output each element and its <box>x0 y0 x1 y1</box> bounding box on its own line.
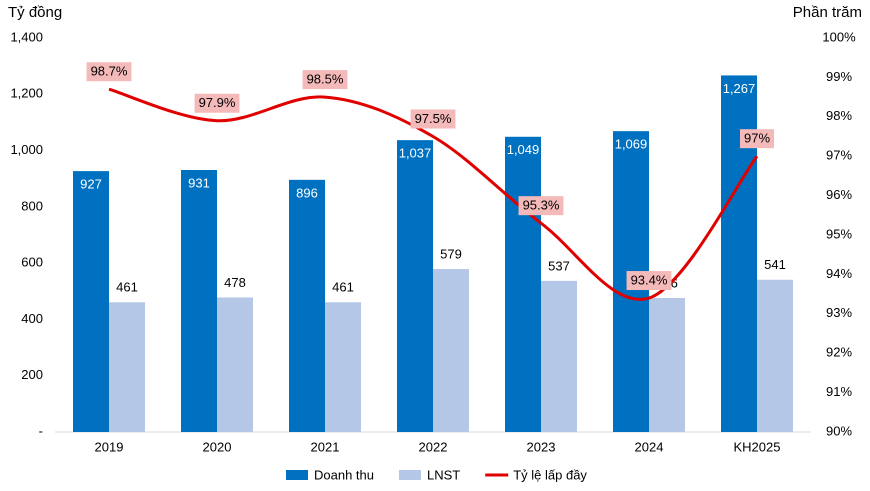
y-tick-label: 1,400 <box>10 29 43 44</box>
y2-tick-label: 99% <box>826 69 852 84</box>
data-label: 97.9% <box>199 95 236 110</box>
bar <box>181 169 217 433</box>
data-label: 97.5% <box>415 111 452 126</box>
data-label-box <box>739 129 775 149</box>
data-label-box <box>410 109 456 129</box>
x-tick-label: 2020 <box>203 439 232 454</box>
x-tick-label: KH2025 <box>734 439 781 454</box>
data-label-box <box>86 62 132 82</box>
data-label: 931 <box>188 175 210 190</box>
data-label: 1,069 <box>615 137 648 152</box>
bar <box>721 75 757 433</box>
y-tick-label: 1,200 <box>10 86 43 101</box>
bar <box>109 302 145 432</box>
legend-label: LNST <box>427 467 460 482</box>
data-label: 1,037 <box>399 146 432 161</box>
y-tick-label: 600 <box>21 255 43 270</box>
data-label: 97% <box>744 131 770 146</box>
bar <box>433 269 469 432</box>
data-label: 537 <box>548 258 570 273</box>
data-label: 461 <box>332 280 354 295</box>
y-tick-label: 800 <box>21 198 43 213</box>
data-label: 927 <box>80 177 102 192</box>
bar <box>73 171 109 432</box>
legend-swatch <box>286 470 308 480</box>
y2-axis-title: Phần trăm <box>793 4 862 21</box>
data-label: 93.4% <box>631 272 668 287</box>
data-label: 896 <box>296 185 318 200</box>
data-label: 98.7% <box>91 64 128 79</box>
x-tick-label: 2019 <box>95 439 124 454</box>
data-label: 98.5% <box>307 72 344 87</box>
legend-swatch <box>399 470 421 480</box>
y2-tick-label: 91% <box>826 384 852 399</box>
bar <box>505 136 541 432</box>
y2-tick-label: 100% <box>822 29 856 44</box>
y2-tick-label: 97% <box>826 148 852 163</box>
data-label: 579 <box>440 246 462 261</box>
bar <box>325 302 361 432</box>
y2-tick-label: 95% <box>826 226 852 241</box>
y-tick-label: 200 <box>21 367 43 382</box>
y-tick-label: 1,000 <box>10 142 43 157</box>
data-label: 541 <box>764 257 786 272</box>
x-tick-label: 2022 <box>419 439 448 454</box>
y2-tick-label: 94% <box>826 266 852 281</box>
data-label-box <box>302 70 348 90</box>
data-label: 95.3% <box>523 198 560 213</box>
x-tick-label: 2023 <box>527 439 556 454</box>
bar <box>289 179 325 432</box>
bar <box>217 297 253 432</box>
y2-tick-label: 92% <box>826 345 852 360</box>
data-label: 1,049 <box>507 142 540 157</box>
data-label: 461 <box>116 280 138 295</box>
bar <box>649 298 685 432</box>
data-label-box <box>626 271 672 291</box>
data-label: 478 <box>224 275 246 290</box>
y2-tick-label: 96% <box>826 187 852 202</box>
y-axis-title: Tỷ đồng <box>8 4 62 21</box>
y2-tick-label: 90% <box>826 423 852 438</box>
data-label: 1,267 <box>723 81 756 96</box>
legend-label: Tỷ lệ lấp đầy <box>513 467 587 482</box>
bar <box>541 280 577 432</box>
y2-tick-label: 93% <box>826 305 852 320</box>
data-label-box <box>194 93 240 113</box>
y-tick-label: - <box>39 423 43 438</box>
x-tick-label: 2021 <box>311 439 340 454</box>
data-label-box <box>518 196 564 216</box>
y-tick-label: 400 <box>21 311 43 326</box>
x-tick-label: 2024 <box>635 439 664 454</box>
y2-tick-label: 98% <box>826 108 852 123</box>
line <box>108 87 759 301</box>
bar <box>757 279 793 432</box>
bar <box>397 140 433 432</box>
legend-label: Doanh thu <box>314 467 374 482</box>
